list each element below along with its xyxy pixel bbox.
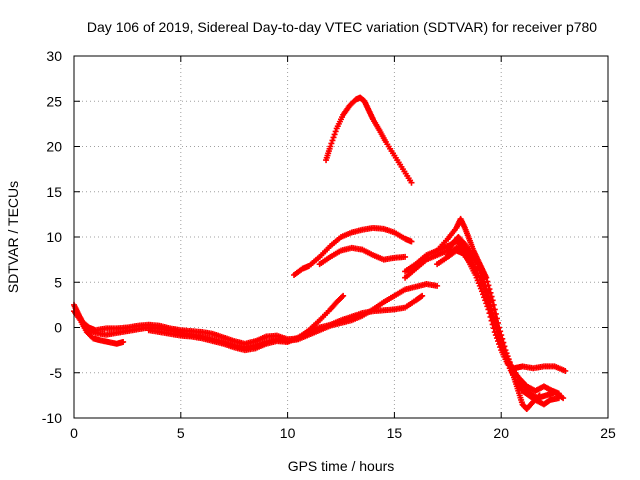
y-tick-label: 25 [46,93,62,109]
data-point [75,312,82,319]
x-tick-label: 15 [387,425,403,441]
data-point [78,318,85,325]
chart-title: Day 106 of 2019, Sidereal Day-to-day VTE… [87,19,597,35]
data-point [497,344,504,351]
data-point [419,292,426,299]
data-point [340,292,347,299]
y-tick-label: -10 [42,410,62,426]
data-point [480,291,487,298]
y-tick-label: 0 [54,320,62,336]
data-point [489,321,496,328]
data-point [496,341,503,348]
data-point [490,325,497,332]
data-point [536,392,543,399]
y-axis-label: SDTVAR / TECUs [5,181,21,293]
x-axis-label: GPS time / hours [288,458,395,474]
series-arc-9 [402,215,567,402]
data-point [483,300,490,307]
x-tick-label: 10 [280,425,296,441]
data-point [560,395,567,402]
data-point [494,338,501,345]
data-point [485,282,492,289]
data-point [491,329,498,336]
series-arc-12 [444,244,569,374]
data-point [487,313,494,320]
data-point [80,321,87,328]
series-arc-4 [145,292,426,354]
data-point [486,310,493,317]
series-arc-8 [402,234,562,408]
x-tick-label: 5 [177,425,185,441]
data-series [71,94,569,412]
data-point [331,131,338,138]
x-tick-label: 0 [70,425,78,441]
data-point [509,371,516,378]
data-point [74,309,81,316]
y-tick-label: 10 [46,229,62,245]
data-point [481,294,488,301]
x-tick-label: 25 [600,425,616,441]
data-point [408,179,415,186]
data-point [485,306,492,313]
data-point [482,297,489,304]
series-arc-6 [316,244,409,268]
data-point [493,335,500,342]
data-point [328,140,335,147]
y-tick-label: 30 [46,48,62,64]
data-point [487,289,494,296]
data-point [484,278,491,285]
data-point [478,288,485,295]
y-tick-label: 5 [54,274,62,290]
y-tick-label: -5 [50,365,63,381]
data-point [492,332,499,339]
data-point [555,390,562,397]
data-point [535,393,542,400]
data-point [120,338,127,345]
series-arc-5 [291,224,415,279]
series-line [404,217,564,400]
data-point [332,128,339,135]
series-arc-7 [323,94,415,186]
y-tick-label: 15 [46,184,62,200]
y-axis-ticks: -10 -5 0 5 10 15 20 25 30 [42,48,608,426]
grid-lines [74,56,608,418]
data-point [488,293,495,300]
data-point [478,279,485,286]
data-point [408,238,415,245]
x-axis-ticks: 0 5 10 15 20 25 [70,56,616,441]
data-point [434,282,441,289]
data-point [327,143,334,150]
data-point [484,303,491,310]
data-point [402,253,409,260]
data-point [329,137,336,144]
data-point [339,293,346,300]
data-point [488,317,495,324]
data-point [77,315,84,322]
data-point [489,297,496,304]
y-tick-label: 20 [46,139,62,155]
data-point [483,274,490,281]
x-tick-label: 20 [493,425,509,441]
data-point [562,367,569,374]
data-point [330,134,337,141]
